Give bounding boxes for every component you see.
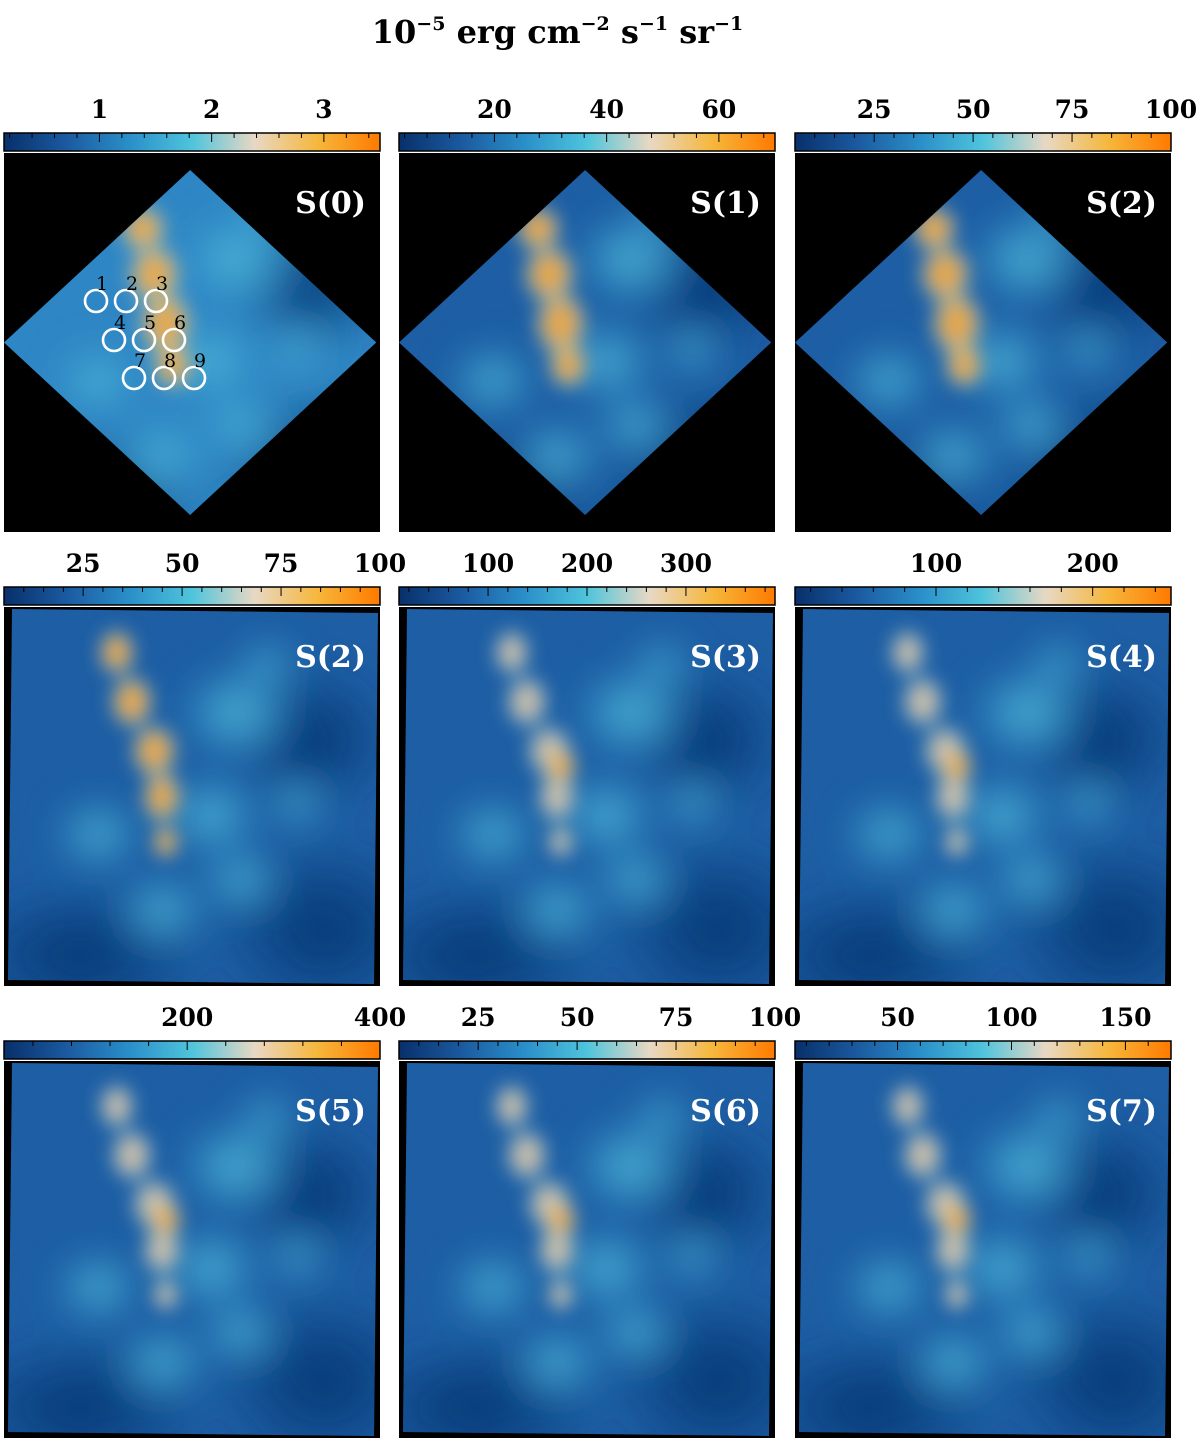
colorbar-tick-label: 100 (749, 1003, 801, 1032)
unit-exp2: −2 (580, 13, 610, 35)
colorbar (398, 132, 776, 152)
unit-exp3: −1 (638, 13, 669, 35)
colorbar-tick-label: 200 (561, 549, 613, 578)
colorbar (3, 586, 381, 606)
aperture-circle (131, 327, 157, 353)
aperture-label: 1 (96, 273, 108, 295)
panel-label: S(6) (690, 1094, 761, 1129)
aperture-label: 8 (164, 350, 176, 372)
colorbar (398, 1040, 776, 1060)
unit-erg-cm: erg cm (445, 13, 581, 51)
colorbar-tick-label: 400 (354, 1003, 406, 1032)
colorbar-tick-label: 50 (956, 95, 991, 124)
unit-sr: sr (668, 13, 715, 51)
panel-4: 25 50 75 100 S(2) (3, 549, 406, 986)
colorbar-tick-label: 25 (857, 95, 892, 124)
aperture-circle (121, 365, 147, 391)
colorbar (794, 586, 1172, 606)
panel-label: S(0) (295, 186, 366, 221)
panel-label: S(2) (295, 640, 366, 675)
intensity-map (799, 1063, 1169, 1436)
intensity-map (403, 609, 773, 984)
colorbar-tick-label: 25 (66, 549, 101, 578)
colorbar-tick-label: 75 (659, 1003, 694, 1032)
figure-unit-title: 10−5 erg cm−2 s−1 sr−1 (0, 0, 1115, 51)
colorbar-tick-label: 100 (910, 549, 962, 578)
colorbar-tick-label: 300 (660, 549, 712, 578)
aperture-circle (143, 288, 169, 314)
panel-label: S(1) (690, 186, 761, 221)
panel-2: 20 40 60 S(1) (398, 95, 776, 532)
colorbar-tick-label: 200 (161, 1003, 213, 1032)
panel-1: 1 2 3S(0)1 2 34 5 67 8 9 (3, 95, 381, 532)
aperture-label: 5 (144, 312, 156, 334)
panel-6: 100 200 S(4) (794, 549, 1172, 986)
intensity-map (8, 609, 378, 984)
aperture-label: 7 (134, 350, 146, 372)
intensity-map (8, 1063, 378, 1436)
colorbar-tick-label: 50 (165, 549, 200, 578)
aperture-label: 6 (174, 312, 186, 334)
intensity-map (403, 1063, 773, 1436)
colorbar-tick-label: 50 (560, 1003, 595, 1032)
unit-exp: −5 (416, 13, 446, 35)
unit-s: s (609, 13, 639, 51)
colorbar-tick-label: 100 (985, 1003, 1037, 1032)
panel-3: 25 50 75 100 S(2) (794, 95, 1197, 532)
panel-5: 100 200 300 S(3) (398, 549, 776, 986)
colorbar-tick-label: 25 (461, 1003, 496, 1032)
colorbar-tick-label: 40 (589, 95, 624, 124)
colorbar-tick-label: 50 (880, 1003, 915, 1032)
colorbar-tick-label: 75 (1055, 95, 1090, 124)
panel-8: 25 50 75 100 S(6) (398, 1003, 801, 1438)
aperture-circle (113, 288, 139, 314)
colorbar-tick-label: 100 (1145, 95, 1197, 124)
aperture-circle (181, 365, 207, 391)
panel-label: S(3) (690, 640, 761, 675)
colorbar-tick-label: 20 (477, 95, 512, 124)
colorbar (794, 132, 1172, 152)
colorbar-tick-label: 1 (91, 95, 108, 124)
panel-7: 200 400 S(5) (3, 1003, 406, 1438)
intensity-map (799, 609, 1169, 984)
aperture-label: 2 (126, 273, 138, 295)
aperture-label: 9 (194, 350, 206, 372)
aperture-circle (101, 327, 127, 353)
panel-label: S(2) (1086, 186, 1157, 221)
colorbar (3, 1040, 381, 1060)
panel-label: S(5) (295, 1094, 366, 1129)
aperture-label: 4 (114, 312, 126, 334)
aperture-circle (161, 327, 187, 353)
colorbar-tick-label: 2 (203, 95, 220, 124)
colorbar (794, 1040, 1172, 1060)
unit-exp4: −1 (714, 13, 744, 35)
aperture-label: 3 (156, 273, 168, 295)
panel-label: S(7) (1086, 1094, 1157, 1129)
colorbar-tick-label: 100 (462, 549, 514, 578)
colorbar-tick-label: 3 (315, 95, 332, 124)
panel-label: S(4) (1086, 640, 1157, 675)
colorbar-tick-label: 75 (264, 549, 299, 578)
unit-prefix: 10 (371, 13, 417, 51)
colorbar-tick-label: 60 (701, 95, 736, 124)
panel-9: 50 100 150 S(7) (794, 1003, 1172, 1438)
aperture-circle (151, 365, 177, 391)
colorbar (3, 132, 381, 152)
colorbar-tick-label: 150 (1099, 1003, 1151, 1032)
aperture-circle (83, 288, 109, 314)
colorbar-tick-label: 200 (1067, 549, 1119, 578)
colorbar-tick-label: 100 (354, 549, 406, 578)
